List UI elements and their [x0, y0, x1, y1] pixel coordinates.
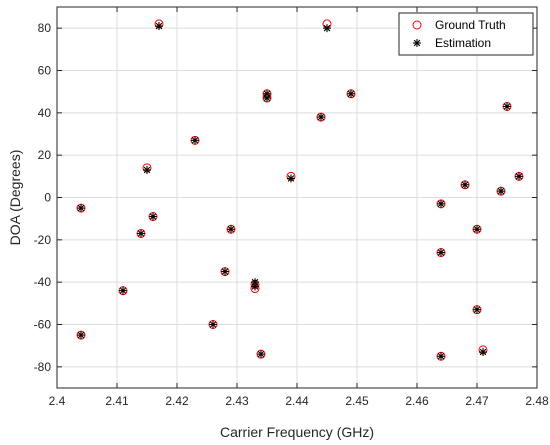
estimation-point [191, 136, 199, 145]
y-tick-label: -60 [34, 318, 52, 332]
legend-box [398, 12, 534, 56]
y-tick-label: 80 [38, 21, 52, 35]
estimation-point [347, 89, 355, 98]
estimation-point [317, 113, 325, 122]
estimation-point [479, 348, 487, 357]
legend-marker-estimation [413, 39, 421, 47]
x-tick-label: 2.44 [285, 394, 309, 408]
estimation-point [497, 187, 505, 196]
estimation-point [227, 225, 235, 234]
estimation-point [155, 22, 163, 31]
estimation-point [437, 352, 445, 361]
estimation-point [263, 94, 271, 103]
y-tick-label: -40 [34, 275, 52, 289]
estimation-point [437, 199, 445, 208]
y-tick-label: 20 [38, 148, 52, 162]
x-tick-label: 2.42 [165, 394, 189, 408]
ticks: 2.4 2.41 2.42 2.43 2.44 2.45 2.46 2.47 2.48 -80 -6… [34, 7, 549, 408]
estimation-point [461, 180, 469, 189]
x-tick-label: 2.46 [405, 394, 429, 408]
estimation-point [209, 320, 217, 329]
y-tick-label: 0 [44, 191, 51, 205]
estimation-point [323, 24, 331, 33]
estimation-point [143, 165, 151, 174]
estimation-point [119, 286, 127, 295]
estimation-point [437, 248, 445, 257]
plot-area [76, 19, 524, 361]
y-tick-label: 60 [38, 64, 52, 78]
y-tick-label: -80 [34, 360, 52, 374]
x-tick-label: 2.45 [345, 394, 369, 408]
estimation-point [149, 212, 157, 221]
estimation-point [221, 267, 229, 276]
legend-label-ground-truth: Ground Truth [435, 18, 506, 32]
estimation-point [473, 225, 481, 234]
x-tick-label: 2.48 [525, 394, 549, 408]
x-tick-label: 2.4 [49, 394, 66, 408]
x-tick-label: 2.43 [225, 394, 249, 408]
legend: Ground Truth Estimation [398, 12, 534, 56]
estimation-point [77, 331, 85, 340]
estimation-point [515, 172, 523, 181]
legend-label-estimation: Estimation [435, 36, 491, 50]
estimation-point [251, 282, 259, 291]
grid [56, 7, 538, 388]
estimation-point [257, 350, 265, 359]
estimation-point [473, 305, 481, 314]
estimation-point [503, 102, 511, 111]
y-tick-label: -20 [34, 233, 52, 247]
legend-marker-ground-truth [412, 20, 422, 30]
y-tick-label: 40 [38, 106, 52, 120]
estimation-point [287, 174, 295, 183]
x-tick-label: 2.47 [465, 394, 489, 408]
estimation-point [137, 229, 145, 238]
estimation-point [77, 204, 85, 213]
x-axis-label: Carrier Frequency (GHz) [220, 424, 374, 440]
x-tick-label: 2.41 [105, 394, 129, 408]
y-axis-label: DOA (Degrees) [7, 150, 23, 246]
